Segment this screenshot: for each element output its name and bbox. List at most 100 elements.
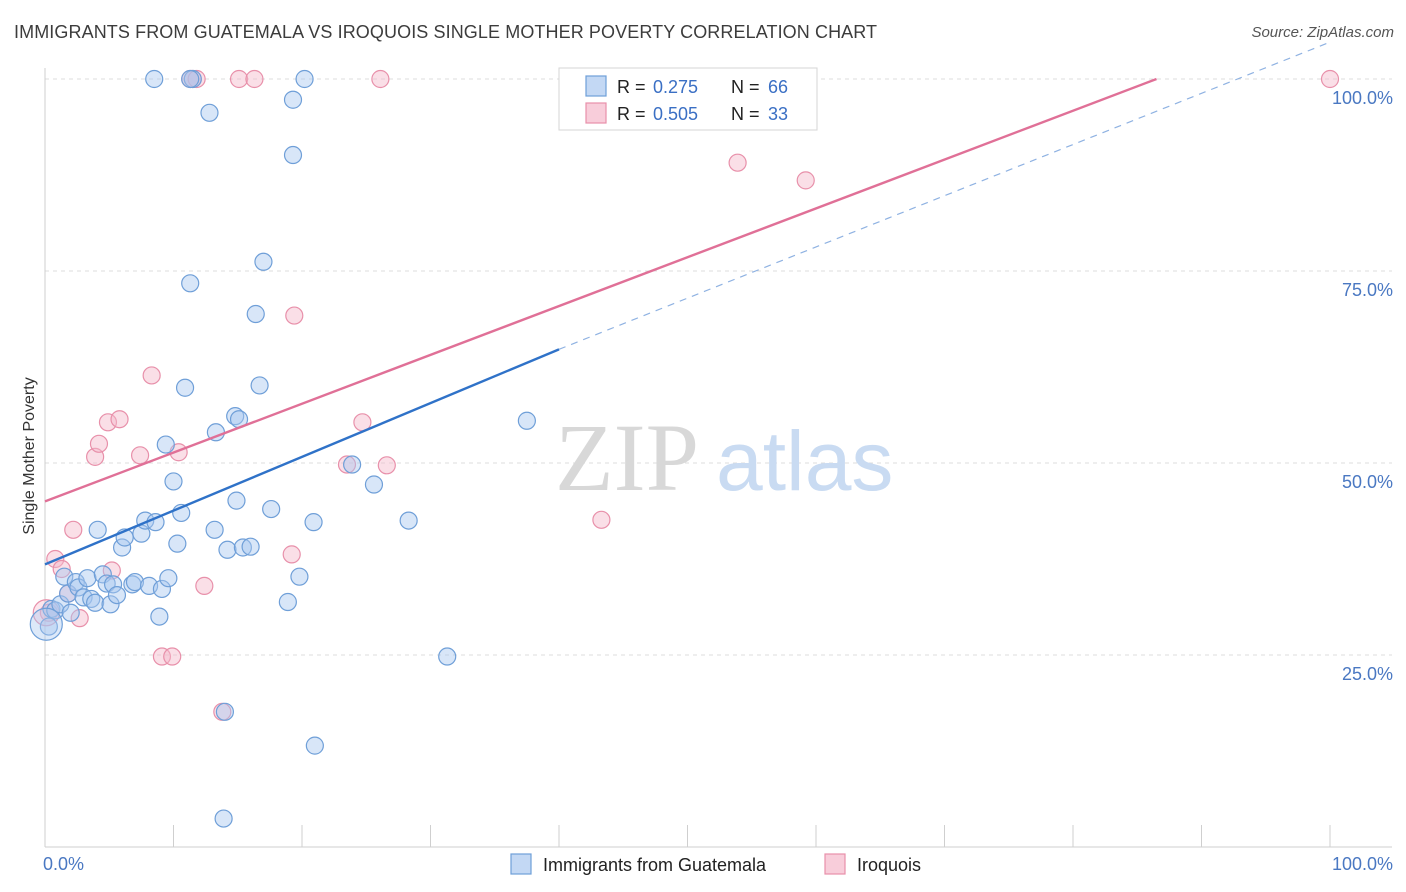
- guatemala-point: [86, 593, 105, 612]
- iroquois-point: [337, 455, 357, 474]
- stats-n-label-guatemala: N =: [731, 77, 760, 97]
- iroquois-point: [152, 647, 172, 666]
- y-tick-label: 50.0%: [1342, 472, 1393, 492]
- guatemala-point: [517, 411, 536, 430]
- guatemala-point: [152, 579, 172, 599]
- guatemala-point: [88, 520, 107, 539]
- iroquois-point: [64, 520, 83, 539]
- guatemala-point: [156, 435, 175, 454]
- chart-title: IMMIGRANTS FROM GUATEMALA VS IROQUOIS SI…: [14, 22, 878, 42]
- guatemala-point: [181, 274, 200, 293]
- iroquois-point: [377, 456, 396, 475]
- guatemala-point: [305, 736, 324, 755]
- guatemala-point: [218, 540, 237, 559]
- stats-n-value-iroquois: 33: [768, 104, 788, 124]
- iroquois-point: [187, 69, 206, 89]
- guatemala-point: [295, 69, 314, 89]
- guatemala-point: [214, 809, 233, 828]
- iroquois-point: [796, 171, 815, 190]
- guatemala-point: [246, 304, 265, 324]
- iroquois-point: [1320, 69, 1340, 89]
- guatemala-point: [262, 499, 281, 519]
- guatemala-point: [78, 569, 97, 588]
- stats-r-label-iroquois: R =: [617, 104, 646, 124]
- iroquois-point: [163, 647, 182, 666]
- iroquois-point: [89, 434, 109, 453]
- iroquois-point: [130, 446, 150, 465]
- stats-box: R = 0.275 N = 66 R = 0.505 N = 33: [558, 67, 818, 131]
- trend-lines: [44, 41, 1331, 566]
- iroquois-trend-line: [44, 77, 1157, 503]
- source-credit: Source: ZipAtlas.com: [1251, 24, 1394, 41]
- guatemala-point: [181, 69, 200, 89]
- guatemala-point: [254, 252, 273, 271]
- guatemala-point: [200, 103, 219, 122]
- stats-r-value-iroquois: 0.505: [653, 104, 698, 124]
- guatemala-point: [438, 647, 457, 666]
- iroquois-point: [285, 306, 304, 325]
- stats-n-value-guatemala: 66: [768, 77, 788, 97]
- guatemala-point: [227, 491, 246, 510]
- iroquois-point: [371, 69, 390, 89]
- stats-r-label-guatemala: R =: [617, 77, 646, 97]
- guatemala-point: [101, 595, 120, 614]
- guatemala-point: [55, 567, 74, 586]
- stats-r-value-guatemala: 0.275: [653, 77, 698, 97]
- watermark-atlas: atlas: [716, 414, 893, 508]
- stats-swatch-iroquois: [585, 102, 607, 124]
- guatemala-point: [233, 538, 252, 557]
- iroquois-point: [110, 410, 129, 429]
- guatemala-point: [283, 145, 303, 165]
- x-tick-label-min: 0.0%: [43, 854, 84, 874]
- guatemala-point: [278, 592, 297, 612]
- iroquois-point: [142, 366, 161, 385]
- iroquois-point: [728, 153, 747, 172]
- guatemala-point: [168, 534, 187, 553]
- guatemala-point: [215, 702, 234, 721]
- guatemala-trend-extension: [558, 41, 1331, 350]
- stats-n-label-iroquois: N =: [731, 104, 760, 124]
- x-tick-label-max: 100.0%: [1332, 854, 1393, 874]
- iroquois-point: [70, 609, 89, 628]
- guatemala-point-cluster: [29, 607, 63, 641]
- guatemala-point: [364, 475, 384, 494]
- guatemala-point: [104, 575, 123, 594]
- guatemala-point: [343, 455, 362, 474]
- grid-lines: [45, 78, 1392, 656]
- guatemala-point: [250, 376, 269, 395]
- guatemala-point: [164, 472, 183, 491]
- stats-swatch-guatemala: [585, 75, 607, 97]
- y-axis-label: Single Mother Poverty: [21, 377, 38, 534]
- iroquois-point: [592, 510, 611, 529]
- guatemala-point: [61, 603, 80, 622]
- guatemala-point: [283, 90, 303, 109]
- guatemala-point: [159, 569, 178, 588]
- iroquois-point: [195, 576, 214, 595]
- iroquois-point: [245, 69, 264, 89]
- guatemala-points: [29, 69, 536, 828]
- guatemala-point: [241, 537, 260, 556]
- guatemala-trend-line: [44, 348, 560, 566]
- legend-label-iroquois: Iroquois: [857, 855, 921, 875]
- iroquois-point: [229, 69, 249, 89]
- legend-swatch-iroquois: [824, 853, 846, 875]
- watermark-zip: ZIP: [555, 404, 699, 511]
- guatemala-point: [290, 567, 309, 586]
- legend-label-guatemala: Immigrants from Guatemala: [543, 855, 767, 875]
- guatemala-point: [399, 511, 418, 530]
- legend-swatch-guatemala: [510, 853, 532, 875]
- y-tick-label: 100.0%: [1332, 88, 1393, 108]
- iroquois-point: [282, 545, 301, 564]
- guatemala-point: [107, 585, 127, 605]
- x-tick-labels: 0.0% 100.0%: [43, 854, 1393, 874]
- legend: Immigrants from Guatemala Iroquois: [510, 853, 921, 875]
- axes: [44, 68, 1392, 848]
- guatemala-point: [125, 572, 145, 592]
- guatemala-point: [304, 513, 323, 532]
- iroquois-point: [98, 413, 118, 432]
- guatemala-point: [205, 520, 224, 539]
- y-tick-labels: 25.0% 50.0% 75.0% 100.0%: [1332, 88, 1393, 684]
- guatemala-point: [97, 574, 116, 593]
- y-tick-label: 25.0%: [1342, 664, 1393, 684]
